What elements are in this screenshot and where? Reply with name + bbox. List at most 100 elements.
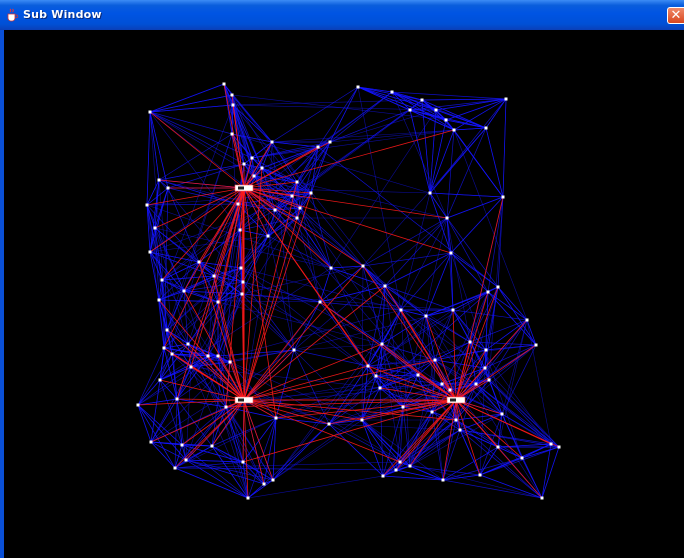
network-edge — [181, 444, 249, 499]
hub-edge — [161, 187, 245, 281]
network-edge — [409, 429, 461, 467]
network-edge — [293, 301, 321, 351]
network-edge — [149, 179, 160, 253]
network-edge — [149, 251, 185, 292]
network-edge — [149, 251, 215, 277]
hub-edge — [181, 399, 245, 446]
network-edge — [442, 446, 499, 481]
hub-edge — [455, 399, 552, 445]
network-edge — [497, 286, 528, 321]
network-edge — [166, 217, 298, 331]
title-bar[interactable]: Sub Window ✕ — [0, 0, 684, 30]
network-edge — [247, 374, 419, 499]
network-edge — [450, 252, 499, 288]
network-edge — [367, 309, 402, 367]
network-node — [290, 194, 294, 198]
network-edge — [455, 419, 543, 499]
network-node — [484, 126, 488, 130]
network-edge — [232, 104, 253, 159]
network-node — [158, 378, 162, 382]
close-button[interactable]: ✕ — [667, 7, 684, 24]
network-node — [250, 156, 254, 160]
network-edge — [181, 444, 244, 463]
hub-edge — [367, 365, 457, 401]
network-node — [399, 308, 403, 312]
hub-edge — [166, 329, 245, 401]
network-edge — [421, 99, 455, 131]
network-edge — [484, 367, 503, 415]
network-node — [380, 342, 384, 346]
hub-edge — [243, 399, 457, 421]
network-edge — [190, 355, 209, 368]
network-edge — [488, 379, 552, 445]
network-edge — [174, 461, 401, 469]
network-edge — [261, 141, 273, 169]
network-edge — [429, 98, 507, 194]
hub-edge — [243, 141, 273, 189]
hub-edge — [174, 399, 245, 469]
network-edge — [367, 359, 436, 367]
network-edge — [267, 209, 276, 237]
network-edge — [251, 157, 263, 169]
network-edge — [434, 359, 486, 369]
network-edge — [384, 285, 471, 343]
network-edge — [361, 387, 381, 421]
network-edge — [146, 204, 200, 263]
network-edge — [382, 461, 401, 477]
network-node — [500, 412, 504, 416]
network-edge — [247, 417, 277, 499]
network-node — [170, 352, 174, 356]
network-edge — [434, 359, 503, 415]
network-edge — [485, 319, 528, 351]
network-node — [241, 280, 245, 284]
network-edge — [174, 445, 213, 469]
network-edge — [362, 265, 383, 345]
network-edge — [319, 285, 386, 303]
network-edge — [231, 94, 263, 169]
network-edge — [429, 119, 447, 194]
network-edge — [409, 465, 444, 481]
network-edge — [271, 141, 319, 148]
network-edge — [357, 86, 402, 311]
network-edge — [367, 285, 386, 367]
network-edge — [362, 265, 427, 317]
network-edge — [475, 383, 552, 445]
network-edge — [497, 443, 552, 448]
network-edge — [328, 367, 486, 425]
network-edge — [382, 475, 444, 481]
network-node — [434, 108, 438, 112]
network-node — [360, 418, 364, 422]
network-edge — [541, 443, 552, 499]
network-edge — [149, 111, 233, 135]
network-edge — [367, 365, 381, 389]
network-edge — [263, 417, 277, 485]
network-edge — [146, 204, 163, 281]
network-edge — [137, 347, 165, 406]
network-edge — [453, 98, 507, 131]
network-node — [520, 456, 524, 460]
network-node — [378, 386, 382, 390]
hub-edge — [243, 187, 364, 267]
hub-edge — [243, 192, 312, 401]
network-node — [182, 289, 186, 293]
network-edge — [431, 411, 461, 431]
hub-edge — [223, 83, 245, 189]
network-edge — [217, 281, 244, 357]
network-edge — [213, 275, 243, 295]
network-edge — [149, 251, 160, 301]
hub-edge — [243, 187, 269, 237]
network-edge — [137, 366, 192, 406]
network-edge — [299, 207, 332, 269]
network-edge — [357, 86, 447, 121]
hub-edge — [361, 399, 457, 421]
network-edge — [317, 146, 499, 288]
network-edge — [446, 217, 471, 343]
network-node — [416, 373, 420, 377]
network-edge — [274, 209, 419, 376]
network-edge — [190, 366, 381, 389]
network-edge — [328, 387, 381, 425]
network-edge — [137, 379, 161, 406]
network-edge — [384, 285, 427, 317]
network-edge — [429, 127, 487, 194]
network-edge — [274, 192, 312, 211]
